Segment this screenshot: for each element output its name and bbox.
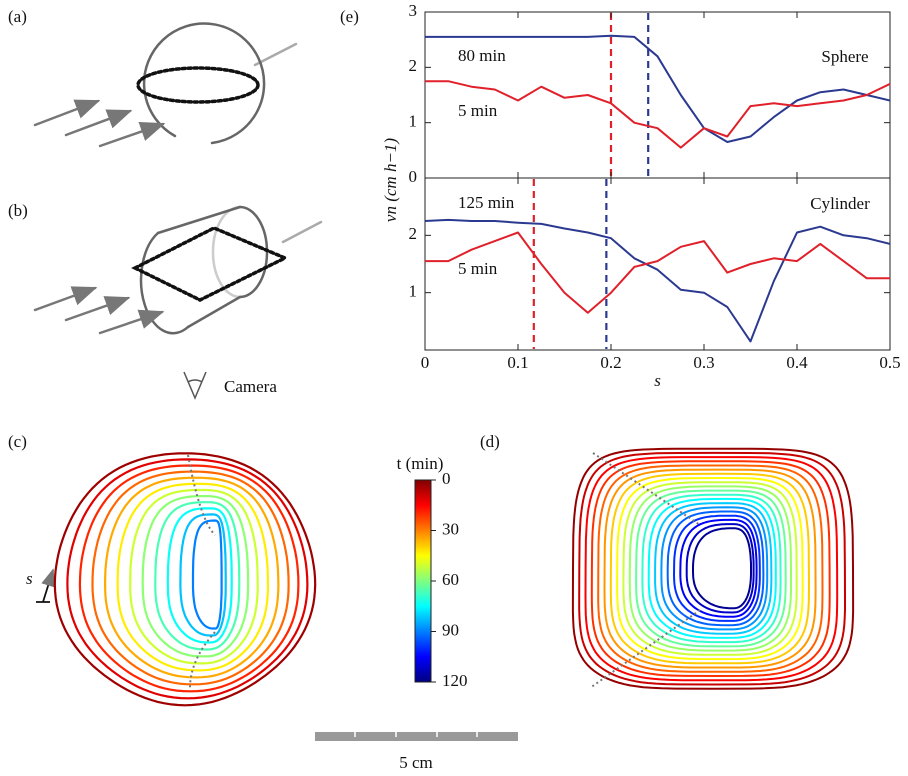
series-label: 80 min [458,46,506,65]
colorbar-tick-label: 60 [442,570,459,589]
y-axis-label: vn (cm h−1) [381,138,400,223]
x-tick-label: 0.5 [879,353,900,372]
panel-annotation: Sphere [821,47,868,66]
series-label: 125 min [458,193,515,212]
x-tick-label: 0.2 [600,353,621,372]
cylinder-schematic [35,207,321,333]
colorbar-tick-label: 0 [442,469,451,488]
y-tick-label: 1 [409,112,418,131]
colorbar-tick-label: 120 [442,671,468,690]
colorbar-tick-label: 90 [442,620,459,639]
camera-icon [184,372,206,398]
series-label: 5 min [458,259,498,278]
panel-label: (e) [340,7,359,26]
x-tick-label: 0.3 [693,353,714,372]
y-tick-label: 0 [409,167,418,186]
colorbar [415,480,431,682]
panel-label: (a) [8,7,27,26]
panel-annotation: Cylinder [810,194,870,213]
series-label: 5 min [458,101,498,120]
scale-label: 5 cm [399,753,433,772]
y-tick-label: 2 [409,56,418,75]
y-tick-label: 2 [409,224,418,243]
contour [193,521,222,629]
line-plots: 0 1 2 3 80 min 5 min Sphere vn (cm h−1) 1 2 0 0.1 0.… [381,1,901,390]
arc-length-arrow [36,570,53,602]
contour [592,461,830,676]
x-tick-label: 0.4 [786,353,808,372]
series-line [425,220,890,342]
y-tick-label: 3 [409,1,418,20]
panel-label: (b) [8,201,28,220]
x-tick-label: 0.1 [507,353,528,372]
x-tick-label: 0 [421,353,430,372]
x-axis-label: s [654,371,661,390]
scale-bar [315,732,518,741]
colorbar-title: t (min) [397,454,444,473]
contour [80,466,299,692]
colorbar-tick-label: 30 [442,519,459,538]
panel-label: (c) [8,432,27,451]
camera-label: Camera [224,377,277,396]
arc-length-label: s [26,569,33,588]
sphere-schematic [35,24,296,146]
panel-label: (d) [480,432,500,451]
contour [693,528,751,608]
contour [687,524,754,612]
figure: (a) (b) (c) (d) (e) Camera s t (min) [0,0,908,776]
y-tick-label: 1 [409,282,418,301]
